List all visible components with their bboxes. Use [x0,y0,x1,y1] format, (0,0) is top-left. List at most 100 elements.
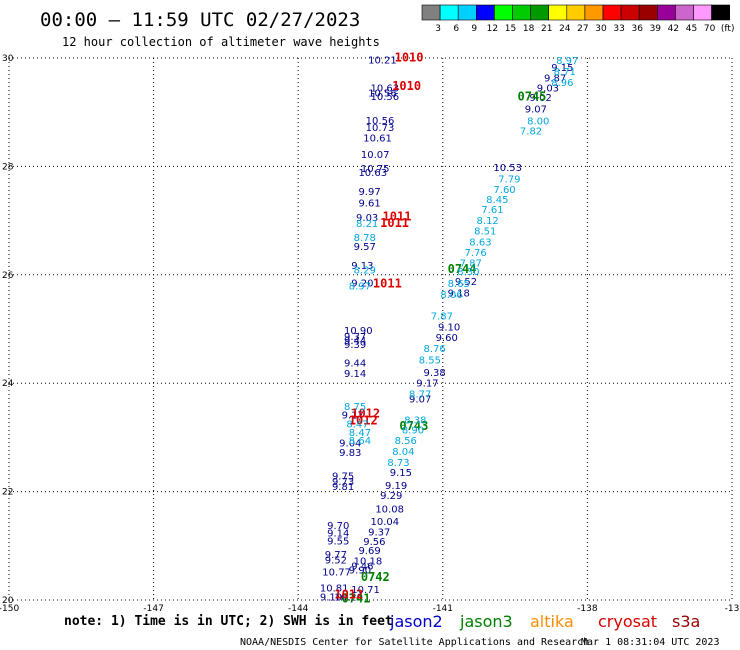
data-point-jason2: 9.70 [327,521,349,532]
data-point-light: 8.63 [469,238,491,249]
colorbar-swatch [548,4,568,21]
data-point-jason2: 9.29 [380,491,402,502]
colorbar-swatch [693,4,712,21]
colorbar-label: 27 [577,24,588,34]
data-point-jason2: 10.61 [363,134,392,145]
colorbar-label: 42 [668,24,679,34]
data-point-cryosat: 1010 [395,50,424,64]
footer-timestamp: Mar 1 08:31:04 UTC 2023 [581,637,719,648]
data-point-jason2: 9.90 [349,566,371,577]
data-point-light: 8.56 [395,436,417,447]
colorbar-swatch [421,4,441,21]
data-point-light: 8.90 [402,425,424,436]
data-point-jason2: 10.90 [344,326,373,337]
data-point-jason2: 9.97 [358,187,380,198]
data-point-jason2: 9.44 [344,359,366,370]
data-point-light: 7.76 [464,248,486,259]
x-tick-label: -147 [143,604,163,614]
x-tick-label: -141 [433,604,453,614]
colorbar-label: 45 [686,24,697,34]
data-point-jason2: 10.07 [361,150,390,161]
data-point-jason2: 9.83 [339,448,361,459]
data-point-jason2: 9.03 [356,213,378,224]
data-point-cryosat: 1011 [383,209,412,223]
data-point-jason2: 9.15 [390,468,412,479]
colorbar-label: 21 [541,24,552,34]
data-point-light: 8.76 [424,344,446,355]
data-point-light: 8.97 [349,282,371,293]
data-point-jason2: 9.52 [455,277,477,288]
y-tick-label: 30 [2,54,14,64]
data-point-jason2: 9.73 [332,477,354,488]
data-point-jason2: 9.14 [344,369,366,380]
chart-grid [8,57,733,601]
colorbar-label: 9 [471,24,477,34]
data-point-light: 8.78 [354,233,376,244]
data-point-jason2: 10.71 [351,585,380,596]
colorbar-label: 18 [523,24,535,34]
data-point-jason2: 10.77 [322,567,351,578]
data-point-cryosat: 1012 [349,414,378,428]
data-point-jason2: 9.56 [363,537,385,548]
page-subtitle: 12 hour collection of altimeter wave hei… [62,35,380,49]
data-point-jason2: 9.10 [438,322,460,333]
data-point-jason2: 9.10 [320,593,342,604]
legend-item: cryosat [598,612,657,631]
colorbar-swatch [494,4,513,21]
data-point-jason2: 9.44 [344,336,366,347]
data-point-jason2: 9.17 [342,411,364,422]
data-point-jason2: 10.75 [361,164,390,175]
data-point-light: 7.79 [498,174,520,185]
data-point-jason2: 10.18 [354,556,383,567]
data-point-light: 8.30 [457,267,479,278]
colorbar-swatch [439,4,459,21]
data-point-cryosat: 1011 [380,216,409,230]
data-point-jason2: 9.46 [351,561,373,572]
legend-item: jason2 [389,612,443,631]
colorbar-swatch [675,4,694,21]
data-point-jason2: 9.69 [358,546,380,557]
data-point-jason2: 9.61 [358,199,380,210]
colorbar-swatch [566,4,586,21]
legend-item: altika [530,612,574,631]
data-point-light: 8.47 [349,428,371,439]
data-point-jason3: 0742 [361,570,390,584]
data-point-jason2: 10.08 [375,504,404,515]
footer-credit: NOAA/NESDIS Center for Satellite Applica… [240,637,589,648]
data-point-jason2: 9.57 [354,242,376,253]
legend-note: note: 1) Time is in UTC; 2) SWH is in fe… [64,614,393,629]
x-tick-label: -144 [288,604,309,614]
colorbar-swatch [512,4,531,21]
y-tick-label: 20 [2,596,14,606]
colorbar-swatch [638,4,658,21]
data-point-light: 8.55 [419,355,441,366]
data-point-cryosat: 1010 [392,79,421,93]
colorbar-swatch [457,4,477,21]
y-tick-label: 26 [2,271,14,281]
colorbar-swatch [656,4,676,21]
data-point-jason2: 9.14 [327,528,349,539]
data-point-light: 8.64 [349,436,371,447]
y-tick-label: 28 [2,162,14,172]
x-tick-label: -150 [0,604,19,614]
data-point-jason2: 9.77 [325,550,347,561]
data-point-light: 8.47 [346,419,368,430]
colorbar-label: 24 [559,24,571,34]
colorbar-swatch [620,4,640,21]
color-scale-bar: 3 6 9 12 15 18 21 24 27 30 33 36 39 42 45 70 (ft) [421,4,734,34]
data-point-light: 8.00 [527,116,549,127]
colorbar-swatch [602,4,622,21]
data-point-jason2: 10.56 [366,116,395,127]
data-point-jason3: 0745 [518,89,547,103]
data-point-light: 8.04 [392,447,414,458]
data-point-jason2: 9.13 [351,261,373,272]
data-point-jason2: 9.07 [409,394,431,405]
data-point-light: 8.45 [486,195,508,206]
legend-item: s3a [672,612,700,631]
x-tick-label: -13 [725,604,740,614]
colorbar-label: 6 [453,24,459,34]
data-point-light: 7.82 [520,127,542,138]
colorbar-label: 30 [595,24,607,34]
data-point-light: 8.65 [448,279,470,290]
data-point-light: 8.77 [409,389,431,400]
